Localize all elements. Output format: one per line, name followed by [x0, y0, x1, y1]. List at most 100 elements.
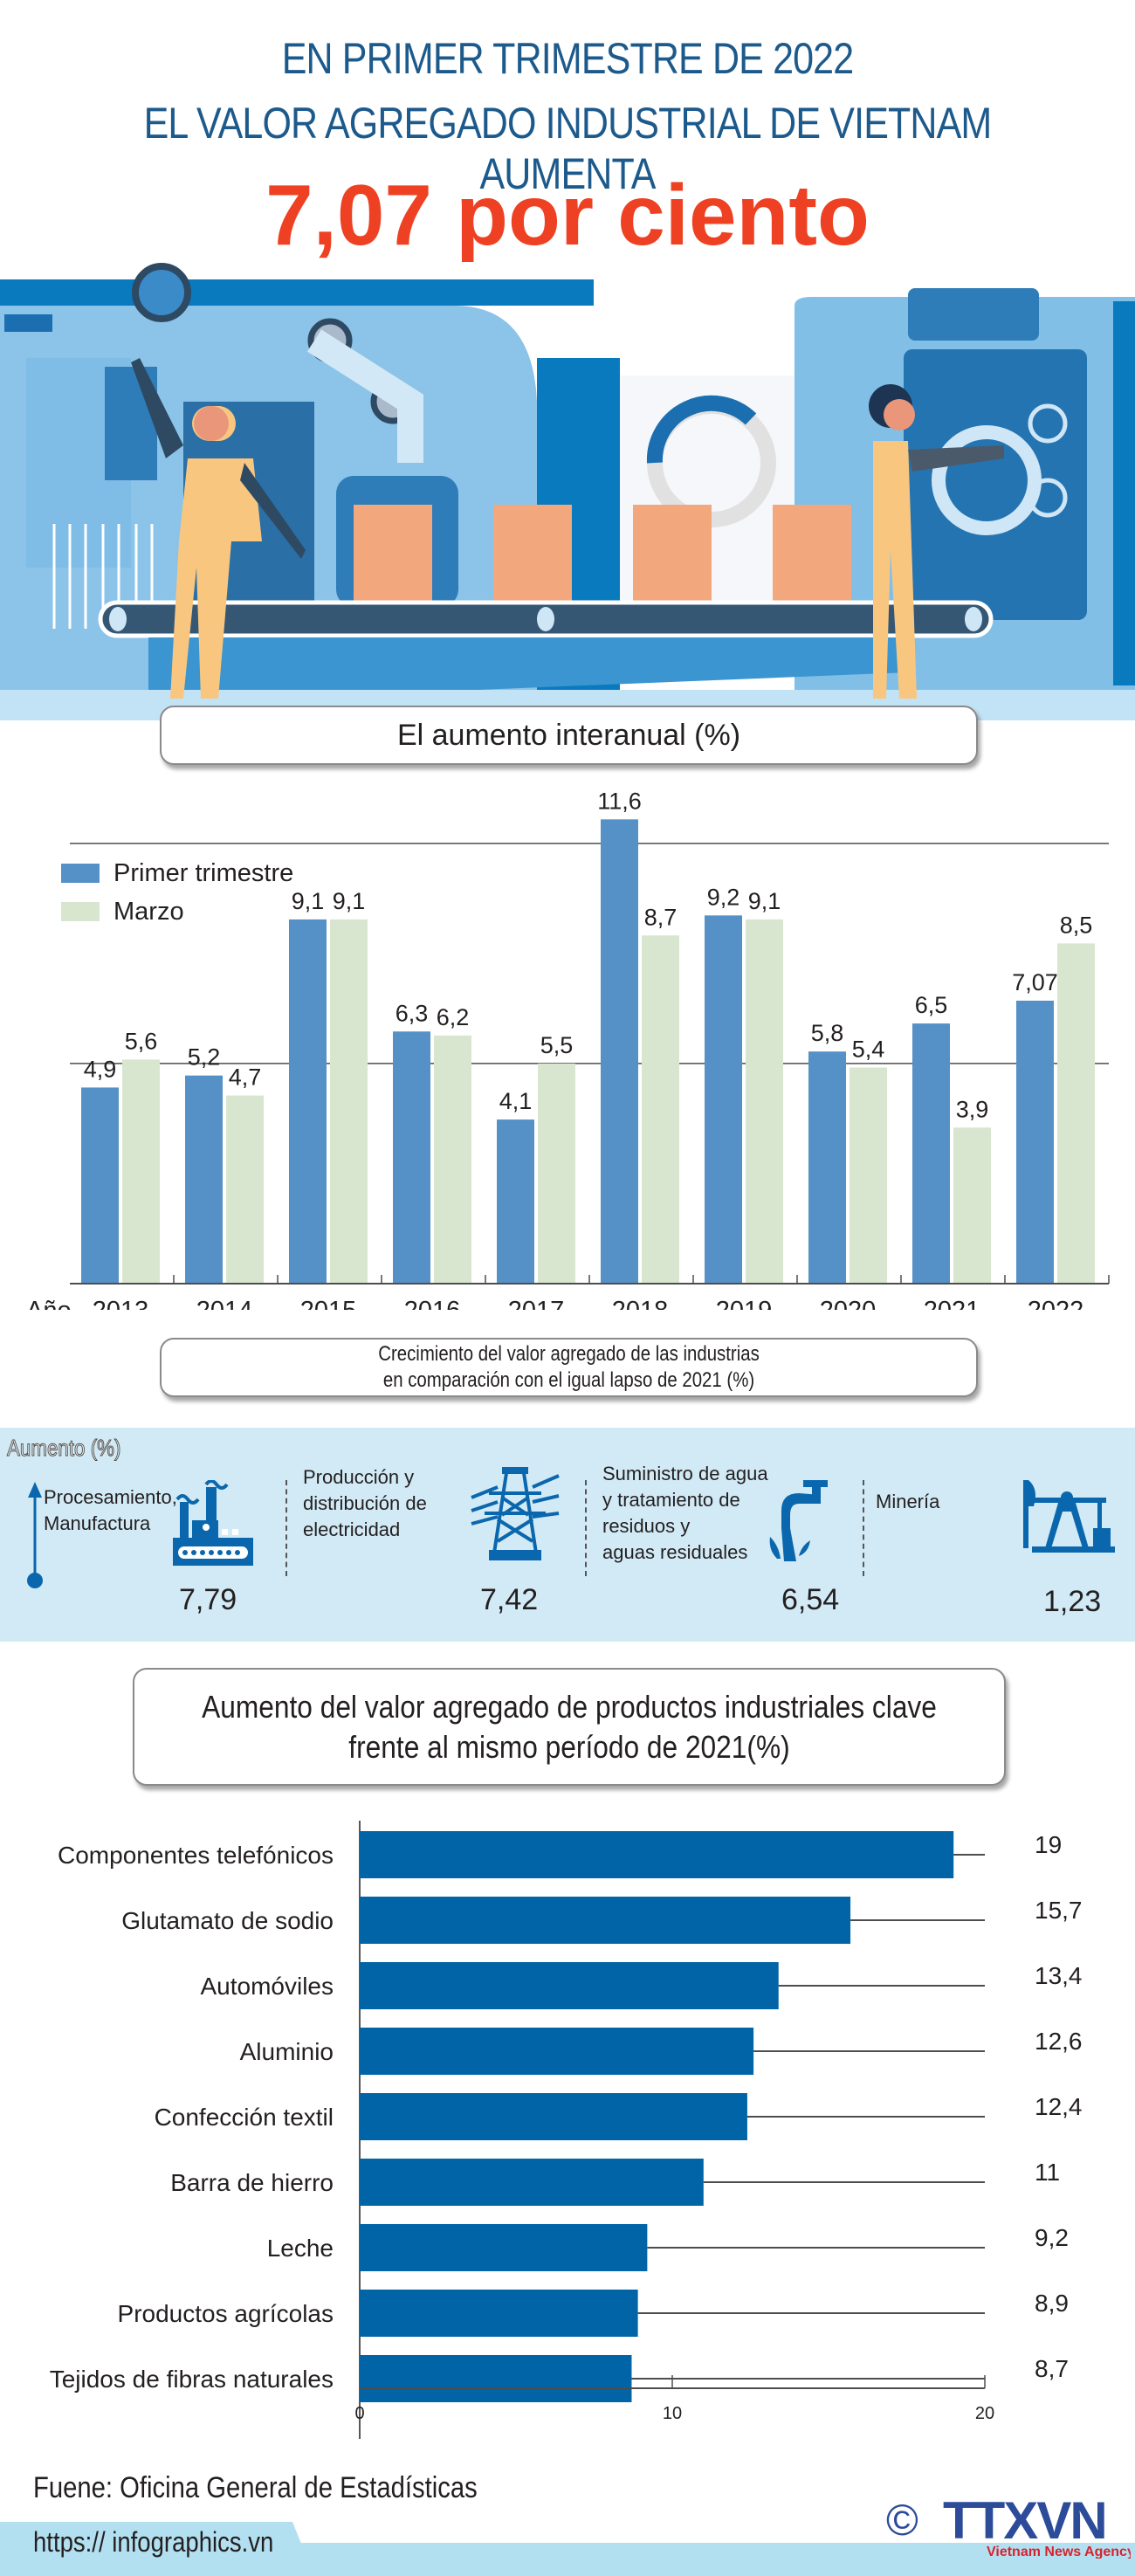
yoy-growth-chart: 4,9 5,6 2013 5,2 4,7 2014 9,1 9,1 2015 6,3 6,2 2016… — [0, 768, 1135, 1325]
bar-q1 — [705, 915, 742, 1284]
product-value-label: 9,2 — [1035, 2224, 1069, 2251]
legend-swatch-q1 — [61, 864, 100, 883]
legend-label-march: Marzo — [114, 897, 184, 926]
title-line-1: EN PRIMER TRIMESTRE DE 2022 — [281, 34, 854, 83]
bar-march — [850, 1067, 887, 1284]
products-title-line-2: frente al mismo período de 2021(%) — [348, 1729, 790, 1765]
bar-q1 — [289, 919, 327, 1284]
product-bar — [360, 2224, 648, 2271]
bar-value-label: 5,6 — [125, 1028, 158, 1054]
bar-march — [953, 1127, 991, 1284]
product-bar — [360, 2093, 747, 2140]
products-title-line-1: Aumento del valor agregado de productos … — [202, 1689, 937, 1725]
product-label: Barra de hierro — [170, 2169, 334, 2196]
bar-value-label: 7,07 — [1012, 969, 1058, 995]
up-arrow-icon — [27, 1482, 43, 1588]
product-label: Leche — [267, 2235, 334, 2262]
bar-value-label: 4,1 — [499, 1088, 533, 1114]
bar-q1 — [1016, 1000, 1054, 1284]
x-tick-label: 0 — [354, 2404, 364, 2423]
footer-tab — [0, 2522, 314, 2576]
bar-q1 — [912, 1023, 950, 1284]
product-value-label: 8,9 — [1035, 2290, 1069, 2317]
chart1-legend: Primer trimestre Marzo — [61, 856, 293, 933]
bar-value-label: 5,4 — [852, 1037, 885, 1063]
industry-value-electricity: 7,42 — [480, 1583, 539, 1616]
legend-label-q1: Primer trimestre — [114, 858, 294, 887]
logo-text: TTXVN — [943, 2491, 1106, 2550]
bar-value-label: 4,9 — [84, 1056, 117, 1082]
chart1-title-box: El aumento interanual (%) — [160, 706, 978, 765]
bar-value-label: 5,8 — [811, 1020, 844, 1046]
product-value-label: 11 — [1035, 2159, 1060, 2186]
headline-value: 7,07 por ciento — [265, 167, 870, 263]
legend-item-march: Marzo — [61, 894, 293, 929]
x-tick-label: 2015 — [300, 1297, 357, 1310]
bar-march — [746, 919, 783, 1284]
industry-value-manufacturing: 7,79 — [179, 1583, 237, 1616]
x-tick-label: 2020 — [820, 1297, 877, 1310]
bar-march — [434, 1035, 471, 1284]
bar-value-label: 4,7 — [229, 1064, 262, 1091]
bar-value-label: 9,1 — [333, 888, 366, 914]
product-bar — [360, 2028, 754, 2075]
product-value-label: 8,7 — [1035, 2355, 1069, 2382]
industries-title-box: Crecimiento del valor agregado de las in… — [160, 1338, 978, 1397]
product-value-label: 12,4 — [1035, 2093, 1083, 2120]
bar-value-label: 3,9 — [956, 1096, 989, 1122]
power-tower-icon — [471, 1467, 560, 1560]
x-tick-label: 20 — [975, 2404, 994, 2423]
factory-icon — [173, 1480, 253, 1566]
product-bar — [360, 2159, 704, 2206]
bar-q1 — [808, 1051, 846, 1284]
worker-woman — [869, 384, 1004, 699]
key-products-chart: Componentes telefónicos 19 Glutamato de so… — [0, 1808, 1135, 2454]
water-tap-icon — [769, 1480, 828, 1561]
bar-value-label: 5,5 — [540, 1032, 574, 1058]
x-tick-label: 2019 — [716, 1297, 773, 1310]
x-tick-label: 2013 — [93, 1297, 149, 1310]
product-bar — [360, 1962, 779, 2009]
bar-march — [642, 935, 679, 1284]
factory-illustration — [0, 262, 1135, 720]
industry-value-mining: 1,23 — [1043, 1585, 1102, 1618]
x-tick-label: 2021 — [924, 1297, 980, 1310]
bar-march — [538, 1063, 575, 1284]
industry-label-electricity: Producción y distribución de electricida… — [303, 1466, 427, 1540]
industry-value-water: 6,54 — [781, 1583, 840, 1616]
industry-label-mining: Minería — [876, 1491, 940, 1512]
worker-man — [131, 358, 306, 699]
x-tick-label: 2022 — [1028, 1297, 1084, 1310]
x-tick-label: 10 — [663, 2404, 682, 2423]
bar-q1 — [601, 819, 638, 1284]
product-bar — [360, 2355, 632, 2402]
x-tick-label: 2018 — [612, 1297, 669, 1310]
products-title-box: Aumento del valor agregado de productos … — [133, 1668, 1006, 1786]
industries-axis-label: Aumento (%) — [7, 1435, 121, 1462]
bar-q1 — [497, 1119, 534, 1284]
product-value-label: 19 — [1035, 1831, 1062, 1858]
title-line-2: EL VALOR AGREGADO INDUSTRIAL DE VIETNAM … — [143, 99, 993, 198]
chart1-title: El aumento interanual (%) — [396, 719, 741, 752]
product-label: Automóviles — [200, 1973, 334, 2000]
bar-value-label: 9,1 — [292, 888, 325, 914]
bar-value-label: 9,1 — [748, 888, 781, 914]
bar-value-label: 6,3 — [396, 1000, 429, 1026]
bar-q1 — [185, 1075, 223, 1284]
product-value-label: 13,4 — [1035, 1962, 1083, 1989]
x-tick-label: 2014 — [196, 1297, 253, 1310]
bar-q1 — [393, 1031, 430, 1284]
bar-value-label: 9,2 — [707, 884, 740, 910]
x-tick-label: 2017 — [508, 1297, 565, 1310]
bar-march — [122, 1059, 160, 1284]
product-label: Productos agrícolas — [118, 2300, 334, 2327]
bar-q1 — [81, 1087, 119, 1284]
industry-label-manufacturing: Procesamiento, Manufactura — [44, 1486, 177, 1534]
product-label: Glutamato de sodio — [121, 1907, 334, 1934]
bar-march — [330, 919, 368, 1284]
bar-value-label: 5,2 — [188, 1044, 221, 1071]
product-value-label: 15,7 — [1035, 1897, 1083, 1924]
footer-url-link[interactable]: https:// infographics.vn — [33, 2526, 274, 2558]
product-bar — [360, 1831, 954, 1878]
logo-subtitle: Vietnam News Agency — [987, 2545, 1131, 2559]
